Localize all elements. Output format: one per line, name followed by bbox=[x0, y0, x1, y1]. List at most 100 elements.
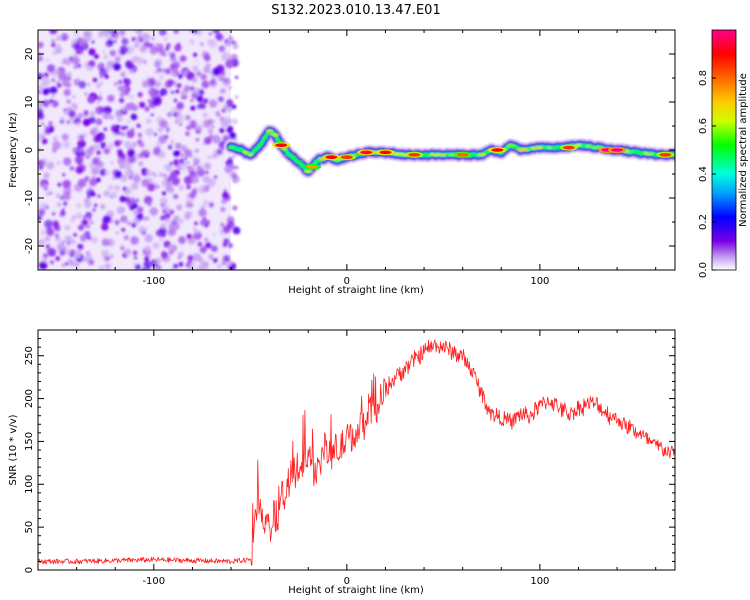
noise-blob bbox=[88, 175, 91, 179]
noise-blob bbox=[119, 97, 125, 103]
noise-blob bbox=[194, 58, 198, 62]
noise-blob bbox=[196, 265, 202, 270]
noise-blob bbox=[200, 219, 207, 226]
noise-blob bbox=[164, 68, 171, 75]
noise-blob bbox=[98, 121, 102, 124]
noise-blob bbox=[183, 85, 191, 92]
noise-blob bbox=[230, 172, 238, 179]
noise-blob bbox=[138, 101, 146, 109]
noise-blob bbox=[121, 132, 126, 137]
noise-blob bbox=[147, 201, 152, 207]
noise-blob bbox=[61, 208, 65, 212]
noise-blob bbox=[62, 37, 66, 41]
noise-blob bbox=[131, 195, 135, 199]
noise-blob bbox=[57, 182, 62, 187]
noise-blob bbox=[84, 176, 90, 182]
noise-blob bbox=[207, 156, 211, 159]
noise-blob bbox=[100, 203, 106, 210]
noise-blob bbox=[91, 236, 98, 244]
noise-blob bbox=[189, 154, 193, 158]
noise-blob bbox=[44, 181, 48, 184]
noise-blob bbox=[212, 134, 221, 144]
noise-blob bbox=[113, 127, 120, 134]
noise-blob bbox=[173, 159, 179, 165]
y-tick-label: 20 bbox=[24, 48, 35, 61]
noise-blob bbox=[173, 98, 178, 103]
noise-blob bbox=[99, 168, 107, 176]
noise-blob bbox=[48, 121, 53, 126]
noise-blob bbox=[223, 116, 232, 125]
ridge-segment bbox=[585, 144, 591, 148]
noise-blob bbox=[204, 237, 209, 242]
noise-blob bbox=[65, 262, 69, 266]
noise-blob bbox=[221, 108, 226, 113]
noise-blob bbox=[184, 157, 187, 160]
noise-blob bbox=[98, 34, 103, 38]
noise-blob bbox=[86, 147, 94, 156]
noise-blob bbox=[196, 71, 202, 77]
noise-blob bbox=[121, 106, 127, 112]
noise-blob bbox=[92, 143, 100, 151]
noise-blob bbox=[125, 250, 131, 257]
noise-blob bbox=[153, 132, 158, 136]
noise-blob bbox=[104, 74, 109, 79]
noise-blob bbox=[51, 38, 56, 44]
noise-blob bbox=[157, 68, 161, 72]
noise-blob bbox=[99, 265, 105, 270]
noise-blob bbox=[159, 92, 163, 96]
noise-blob bbox=[46, 58, 50, 62]
noise-blob bbox=[176, 204, 183, 211]
noise-blob bbox=[226, 126, 234, 134]
noise-blob bbox=[45, 192, 50, 196]
noise-blob bbox=[102, 111, 111, 120]
noise-blob bbox=[51, 93, 56, 99]
noise-blob bbox=[101, 249, 110, 258]
noise-blob bbox=[87, 95, 96, 104]
ridge-segment bbox=[266, 129, 274, 133]
noise-blob bbox=[75, 46, 84, 55]
ridge-peak bbox=[659, 153, 672, 157]
noise-blob bbox=[195, 138, 200, 142]
noise-blob bbox=[38, 136, 42, 142]
noise-blob bbox=[137, 132, 142, 138]
ridge-peak bbox=[491, 148, 504, 152]
noise-blob bbox=[192, 226, 196, 230]
ridge-segment bbox=[477, 153, 487, 157]
noise-blob bbox=[163, 37, 168, 41]
noise-blob bbox=[96, 161, 104, 168]
noise-blob bbox=[194, 221, 198, 226]
snr-plot-area bbox=[38, 330, 675, 570]
noise-blob bbox=[73, 251, 81, 259]
noise-blob bbox=[75, 212, 83, 220]
y-tick-label: 0 bbox=[24, 567, 35, 573]
noise-blob bbox=[40, 134, 46, 139]
ridge-segment bbox=[541, 146, 548, 150]
noise-blob bbox=[103, 190, 111, 197]
noise-blob bbox=[124, 125, 128, 130]
noise-blob bbox=[130, 236, 139, 245]
noise-blob bbox=[38, 84, 44, 92]
noise-blob bbox=[208, 253, 214, 259]
noise-blob bbox=[229, 132, 237, 140]
noise-blob bbox=[212, 258, 218, 263]
noise-blob bbox=[39, 261, 48, 270]
noise-blob bbox=[38, 132, 42, 138]
noise-blob bbox=[167, 112, 172, 117]
noise-blob bbox=[184, 211, 192, 219]
noise-blob bbox=[82, 33, 90, 40]
noise-blob bbox=[85, 251, 91, 256]
noise-blob bbox=[205, 242, 212, 249]
noise-blob bbox=[178, 261, 184, 267]
y-tick-label: 100 bbox=[24, 475, 35, 494]
noise-blob bbox=[52, 51, 57, 55]
noise-blob bbox=[66, 99, 72, 104]
noise-blob bbox=[149, 88, 159, 97]
ridge-segment bbox=[429, 153, 439, 157]
y-tick-label: -10 bbox=[24, 190, 35, 206]
noise-blob bbox=[160, 203, 165, 207]
ridge-peak bbox=[325, 155, 338, 159]
noise-blob bbox=[209, 134, 214, 139]
noise-blob bbox=[84, 230, 91, 238]
noise-blob bbox=[56, 35, 63, 42]
